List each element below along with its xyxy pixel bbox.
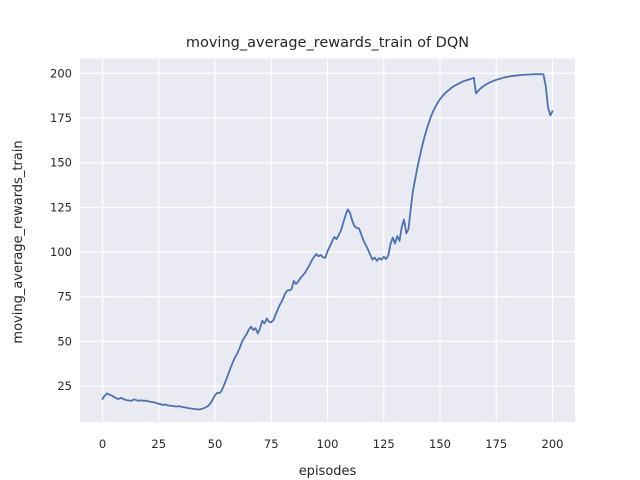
y-tick-label: 25 — [57, 379, 72, 393]
series-lines — [101, 73, 554, 411]
gridlines — [80, 58, 575, 422]
x-tick-label: 0 — [99, 437, 106, 451]
y-tick-label: 175 — [50, 111, 72, 125]
y-tick-label: 100 — [50, 245, 72, 259]
x-tick-label: 150 — [429, 437, 451, 451]
chart-title: moving_average_rewards_train of DQN — [186, 35, 469, 51]
x-tick-label: 125 — [373, 437, 395, 451]
y-tick-label: 125 — [50, 200, 72, 214]
x-tick-label: 100 — [317, 437, 339, 451]
y-tick-label: 150 — [50, 156, 72, 170]
x-tick-label: 50 — [208, 437, 223, 451]
y-axis-label: moving_average_rewards_train — [11, 140, 26, 343]
x-tick-label: 75 — [264, 437, 279, 451]
y-tick-labels: 25 50 75 100 125 150 175 200 — [50, 66, 72, 393]
x-tick-labels: 0 25 50 75 100 125 150 175 200 — [99, 437, 564, 451]
y-tick-label: 75 — [57, 290, 72, 304]
y-tick-label: 50 — [57, 334, 72, 348]
x-tick-label: 25 — [151, 437, 166, 451]
x-axis-label: episodes — [299, 464, 357, 479]
x-tick-label: 175 — [485, 437, 507, 451]
y-tick-label: 200 — [50, 66, 72, 80]
x-tick-label: 200 — [542, 437, 564, 451]
reward-curve — [101, 73, 554, 411]
